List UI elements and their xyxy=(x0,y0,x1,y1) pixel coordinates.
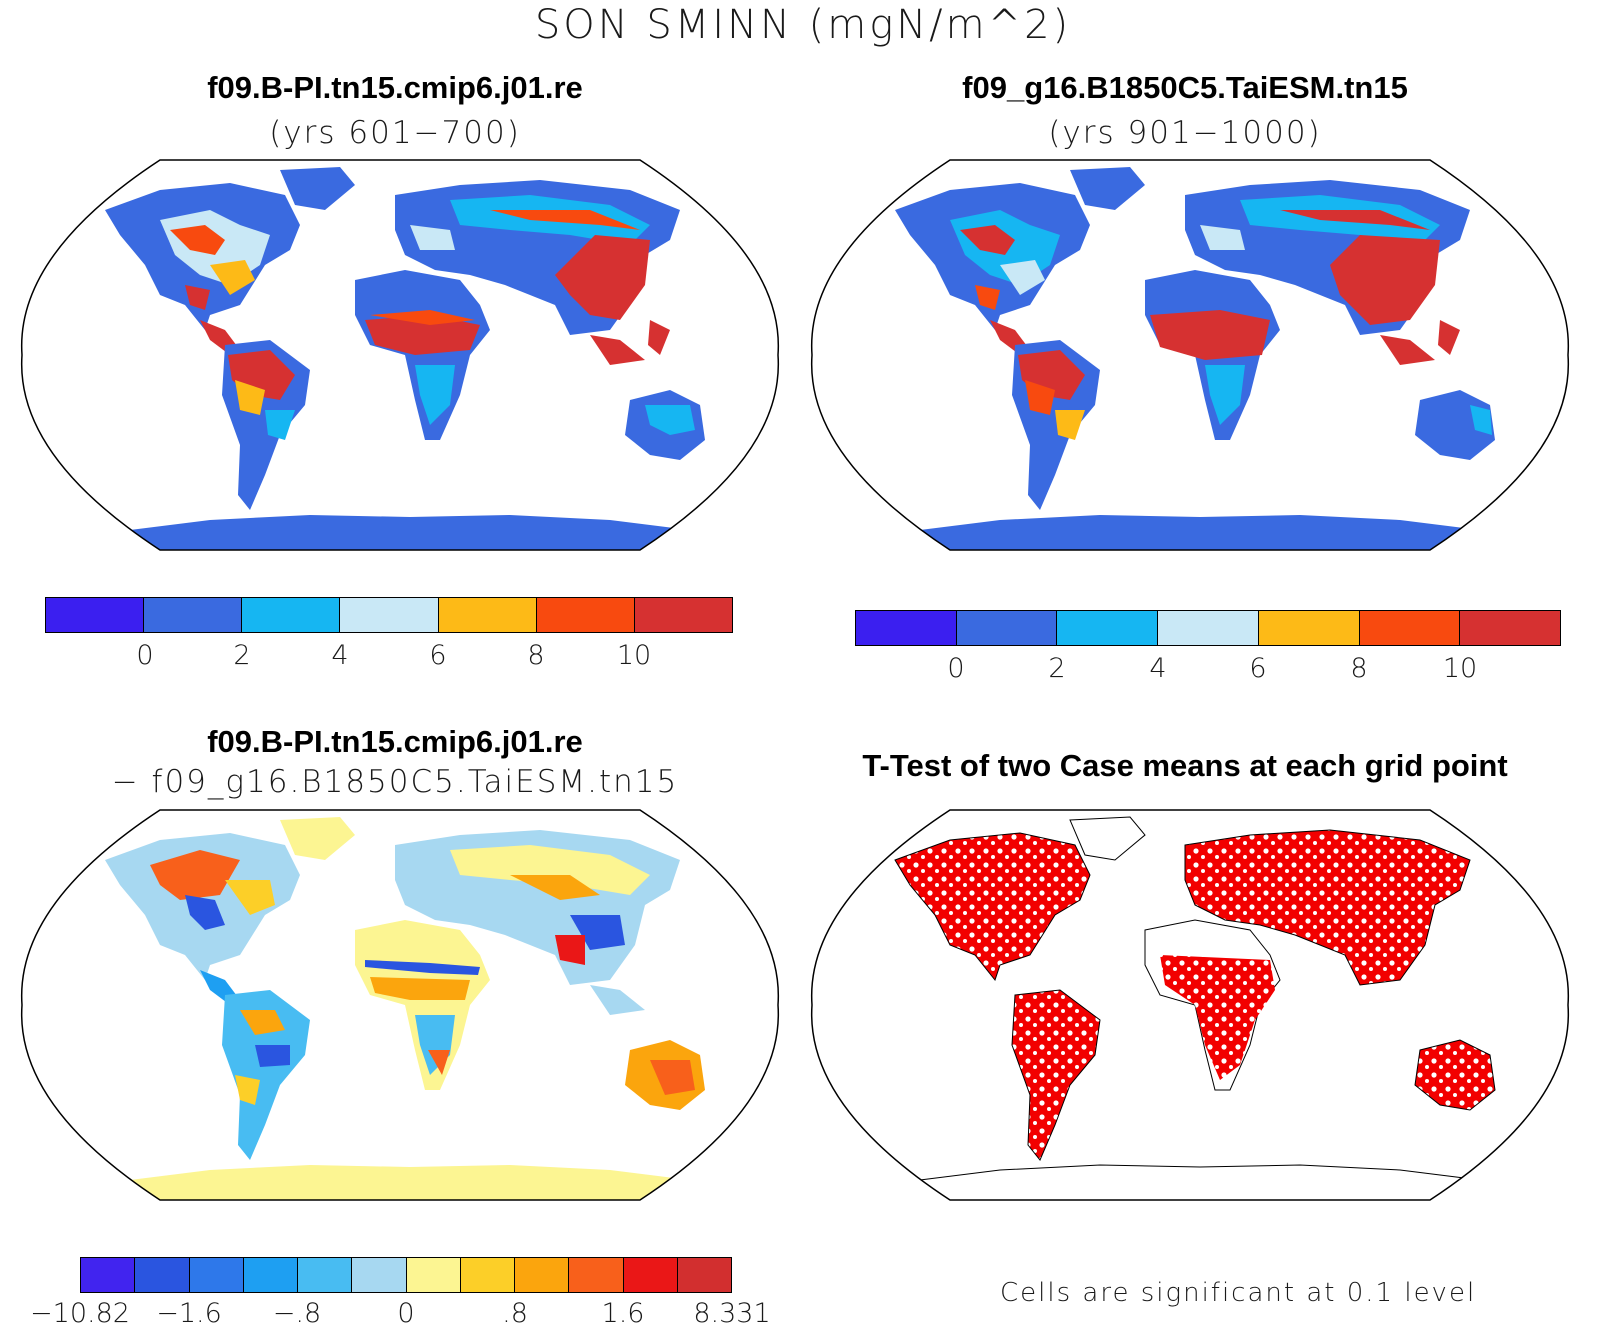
continent-antarctica xyxy=(110,1165,710,1200)
colorbar-box xyxy=(1158,611,1259,645)
colorbar-box xyxy=(298,1258,353,1292)
colorbar-box xyxy=(1460,611,1561,645)
colorbar-tick-label: 0 xyxy=(136,640,154,671)
significance-note: Cells are significant at 0.1 level xyxy=(1000,1278,1477,1308)
continent-africa xyxy=(355,270,490,440)
colorbar-box xyxy=(1359,611,1461,645)
colorbar-top-right xyxy=(855,610,1561,646)
panel-title-bottom-left: f09.B-PI.tn15.cmip6.j01.re xyxy=(207,724,583,759)
panel-title-top-right: f09_g16.B1850C5.TaiESM.tn15 xyxy=(962,70,1408,105)
colorbar-box xyxy=(352,1258,407,1292)
continent-south-america xyxy=(1011,989,1101,1161)
continent-greenland xyxy=(1070,167,1145,210)
colorbar-box xyxy=(438,598,537,632)
continent-antarctica xyxy=(900,515,1500,550)
colorbar-tick-label: 1.6 xyxy=(601,1298,645,1329)
colorbar-tick-label: 6 xyxy=(429,640,447,671)
continent-greenland xyxy=(1069,816,1146,861)
colorbar-tick-label: 8 xyxy=(527,640,545,671)
map-bottom-right xyxy=(810,809,1570,1201)
panel-title-bottom-right: T-Test of two Case means at each grid po… xyxy=(862,748,1508,783)
colorbar-box xyxy=(81,1258,136,1292)
colorbar-box xyxy=(515,1258,570,1292)
colorbar-box xyxy=(243,1258,298,1292)
colorbar-tick-label: .8 xyxy=(502,1298,528,1329)
colorbar-box xyxy=(1057,611,1159,645)
colorbar-tick-label: 8 xyxy=(1350,653,1368,684)
colorbar-tick-label: 4 xyxy=(331,640,349,671)
colorbar-tick-label: 8.331 xyxy=(693,1298,771,1329)
map-top-right xyxy=(810,159,1570,551)
colorbar-box xyxy=(856,611,957,645)
colorbar-tick-label: −.8 xyxy=(272,1298,322,1329)
colorbar-tick-label: 0 xyxy=(947,653,965,684)
colorbar-box xyxy=(144,598,243,632)
continent-greenland xyxy=(280,167,355,210)
continent-south-america xyxy=(222,990,310,1160)
colorbar-tick-label: −1.6 xyxy=(156,1298,222,1329)
colorbar-box xyxy=(677,1258,731,1292)
map-top-left xyxy=(20,159,780,551)
colorbar-tick-label: 2 xyxy=(1048,653,1066,684)
continent-north-america xyxy=(894,832,1091,982)
colorbar-box xyxy=(1258,611,1360,645)
colorbar-box xyxy=(189,1258,244,1292)
colorbar-tick-label: 10 xyxy=(1442,653,1478,684)
colorbar-box xyxy=(340,598,439,632)
colorbar-tick-label: −10.82 xyxy=(30,1298,130,1329)
colorbar-top-left xyxy=(45,597,733,633)
colorbar-box xyxy=(406,1258,461,1292)
panel-subtitle-bottom-left: − f09_g16.B1850C5.TaiESM.tn15 xyxy=(111,764,679,800)
colorbar-box xyxy=(242,598,341,632)
map-bottom-left xyxy=(20,809,780,1201)
colorbar-tick-label: 6 xyxy=(1249,653,1267,684)
colorbar-tick-label: 10 xyxy=(616,640,652,671)
figure-title: SON SMINN (mgN/m^2) xyxy=(534,2,1072,48)
continent-africa xyxy=(355,920,490,1090)
colorbar-tick-label: 4 xyxy=(1149,653,1167,684)
colorbar-tick-label: 2 xyxy=(233,640,251,671)
colorbar-box xyxy=(460,1258,515,1292)
colorbar-box xyxy=(135,1258,190,1292)
continent-eurasia xyxy=(1184,829,1471,986)
colorbar-tick-label: 0 xyxy=(397,1298,415,1329)
colorbar-box xyxy=(536,598,635,632)
panel-title-top-left: f09.B-PI.tn15.cmip6.j01.re xyxy=(207,70,583,105)
panel-subtitle-top-left: (yrs 601−700) xyxy=(269,115,521,151)
continent-greenland xyxy=(280,817,355,860)
continent-australia xyxy=(1414,1039,1496,1111)
colorbar-box xyxy=(634,598,732,632)
colorbar-box xyxy=(569,1258,624,1292)
continent-antarctica xyxy=(898,1164,1502,1200)
colorbar-box xyxy=(46,598,145,632)
colorbar-box xyxy=(956,611,1058,645)
panel-subtitle-top-right: (yrs 901−1000) xyxy=(1048,115,1322,151)
colorbar-box xyxy=(623,1258,678,1292)
colorbar-bottom-left xyxy=(80,1257,732,1293)
continent-antarctica xyxy=(110,515,710,550)
